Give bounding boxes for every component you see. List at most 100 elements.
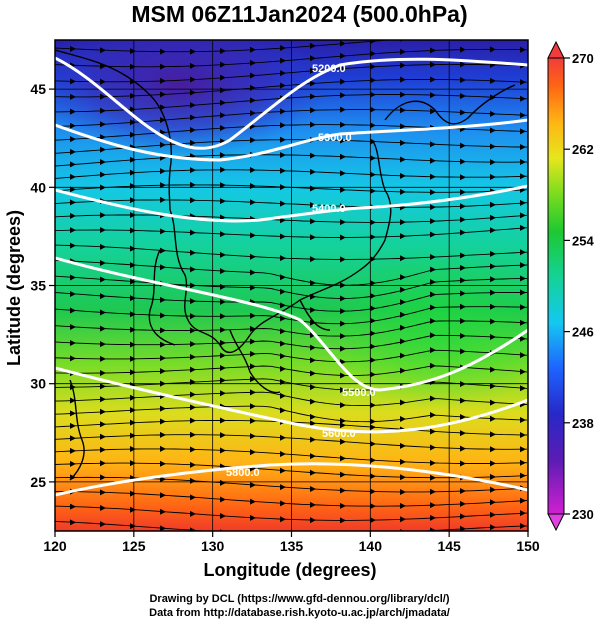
streamline-arrow	[100, 121, 106, 128]
streamline-arrow	[160, 525, 166, 531]
streamline-arrow	[130, 156, 136, 163]
streamline-arrow	[400, 502, 406, 509]
streamline-arrow	[130, 295, 136, 302]
streamline-arrow	[280, 451, 286, 458]
streamline-arrow	[190, 341, 196, 348]
streamline-arrow	[100, 107, 106, 114]
streamline-arrow	[70, 242, 76, 249]
contour-labels: 5200.0 5300.0 5400.0 5500.0 5600.0 5800.…	[226, 63, 376, 479]
streamline-arrow	[130, 490, 136, 497]
streamline-arrow	[190, 417, 196, 424]
streamline-arrow	[160, 418, 166, 425]
streamline-arrow	[490, 263, 496, 270]
streamline-arrow	[160, 508, 166, 515]
streamline-arrow	[310, 420, 316, 427]
coastlines	[55, 49, 516, 481]
streamline-arrow	[370, 457, 376, 464]
streamline-arrow	[370, 330, 376, 337]
streamline-arrow	[400, 48, 406, 55]
streamline-arrow	[130, 278, 136, 285]
streamline-arrow	[430, 304, 436, 311]
streamline-arrow	[430, 332, 436, 339]
streamline-arrow	[100, 383, 106, 390]
streamline-arrow	[160, 182, 166, 189]
streamline-arrow	[100, 63, 106, 70]
streamline-arrow	[250, 449, 256, 456]
streamline-arrow	[310, 453, 316, 460]
y-tick-label: 35	[30, 278, 46, 294]
streamline-arrow	[280, 500, 286, 507]
streamline-arrow	[490, 214, 496, 221]
streamline-arrow	[370, 517, 376, 524]
streamline-arrow	[430, 362, 436, 369]
streamline-arrow	[70, 435, 76, 442]
streamline-arrow	[160, 380, 166, 387]
streamline-arrow	[100, 521, 106, 528]
streamline-arrow	[190, 266, 196, 273]
streamline-arrow	[340, 153, 346, 160]
streamline-arrow	[310, 279, 316, 286]
streamline-arrow	[190, 431, 196, 438]
streamline-arrow	[160, 312, 166, 319]
streamline-arrow	[520, 224, 526, 231]
streamline-arrow	[310, 517, 316, 524]
streamline-arrow	[220, 339, 226, 346]
streamline-arrow	[400, 233, 406, 240]
streamline-arrow	[460, 414, 466, 421]
streamline-arrow	[280, 365, 286, 372]
streamline-arrow	[490, 460, 496, 467]
streamline-arrow	[400, 367, 406, 374]
streamline-arrow	[490, 303, 496, 310]
streamline-arrow	[100, 396, 106, 403]
streamline-arrow	[130, 63, 136, 70]
streamline-arrow	[190, 446, 196, 453]
streamline-arrow	[190, 76, 196, 83]
streamline-arrow	[160, 492, 166, 499]
streamline-arrow	[460, 332, 466, 339]
streamline-arrow	[520, 144, 526, 151]
streamline-arrow	[160, 296, 166, 303]
streamline-arrow	[370, 440, 376, 447]
streamline-arrow	[130, 419, 136, 426]
streamline-arrow	[220, 214, 226, 221]
streamline-arrow	[130, 369, 136, 376]
streamline-arrow	[220, 417, 226, 424]
streamline-arrow	[250, 498, 256, 505]
streamline-arrow	[160, 91, 166, 98]
streamline-arrow	[190, 404, 196, 411]
streamline-arrow	[220, 231, 226, 238]
streamline-arrow	[520, 199, 526, 206]
streamline-arrow	[430, 173, 436, 180]
streamline-arrow	[250, 59, 256, 66]
colorbar-tick-label: 238	[572, 416, 594, 431]
streamline-arrow	[250, 232, 256, 239]
streamline-arrow	[490, 227, 496, 234]
streamline-arrow	[160, 368, 166, 375]
streamline-arrow	[430, 278, 436, 285]
streamline-arrow	[310, 501, 316, 508]
streamline-arrow	[370, 106, 376, 113]
streamline-arrow	[250, 199, 256, 206]
streamline-arrow	[190, 127, 196, 134]
streamline-arrow	[460, 397, 466, 404]
streamline-arrow	[490, 276, 496, 283]
streamline-arrow	[100, 243, 106, 250]
credit-drawing: Drawing by DCL (https://www.gfd-dennou.o…	[149, 593, 450, 605]
streamline-arrow	[130, 245, 136, 252]
streamline-arrow	[430, 444, 436, 451]
streamline-arrow	[160, 405, 166, 412]
x-tick-label: 145	[437, 538, 461, 554]
streamline-arrow	[220, 198, 226, 205]
x-tick-label: 150	[516, 538, 540, 554]
streamline-arrow	[70, 447, 76, 454]
streamline-arrow	[460, 32, 466, 38]
streamline-arrow	[370, 188, 376, 195]
streamline-arrow	[70, 460, 76, 467]
streamline-arrow	[160, 141, 166, 148]
streamline-arrow	[310, 384, 316, 391]
streamline-arrow	[400, 139, 406, 146]
streamline-arrow	[430, 157, 436, 164]
streamline-arrow	[520, 446, 526, 453]
streamline-arrow	[250, 137, 256, 144]
streamline-arrow	[70, 307, 76, 314]
